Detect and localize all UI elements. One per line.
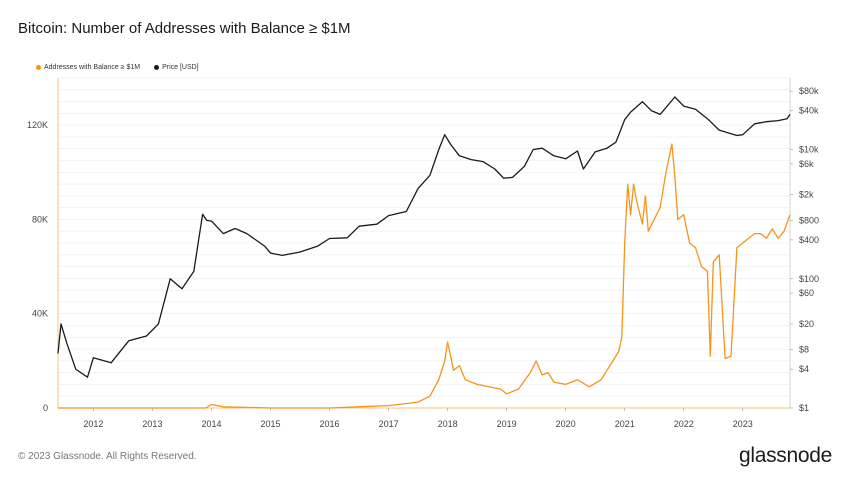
y-left-tick-label: 120K bbox=[27, 120, 48, 130]
y-right-tick-label: $8 bbox=[799, 345, 809, 355]
y-left-tick-label: 80K bbox=[32, 214, 48, 224]
glassnode-logo: glassnode bbox=[738, 444, 832, 467]
x-tick-label: 2012 bbox=[83, 419, 103, 429]
x-tick-label: 2020 bbox=[556, 419, 576, 429]
legend: Addresses with Balance ≥ $1M Price [USD] bbox=[36, 64, 199, 71]
y-right-tick-label: $100 bbox=[799, 274, 819, 284]
x-tick-label: 2018 bbox=[438, 419, 458, 429]
y-right-tick-label: $10k bbox=[799, 145, 819, 155]
legend-dot-price bbox=[154, 65, 160, 70]
x-tick-label: 2015 bbox=[261, 419, 281, 429]
y-right-tick-label: $6k bbox=[799, 159, 814, 169]
x-tick-label: 2022 bbox=[674, 419, 694, 429]
y-right-tick-label: $800 bbox=[799, 215, 819, 225]
y-right-tick-label: $60 bbox=[799, 288, 814, 298]
x-tick-label: 2023 bbox=[733, 419, 753, 429]
x-tick-label: 2013 bbox=[142, 419, 162, 429]
series-line-price bbox=[57, 96, 791, 378]
x-tick-label: 2016 bbox=[320, 419, 340, 429]
legend-item-addresses[interactable]: Addresses with Balance ≥ $1M bbox=[36, 64, 140, 71]
legend-label-addresses: Addresses with Balance ≥ $1M bbox=[44, 64, 141, 71]
chart-title: Bitcoin: Number of Addresses with Balanc… bbox=[18, 20, 351, 37]
y-left-tick-label: 40K bbox=[32, 309, 48, 319]
series-line-addresses bbox=[58, 143, 791, 409]
y-right-tick-label: $80k bbox=[799, 86, 819, 96]
y-right-tick-label: $1 bbox=[799, 403, 809, 413]
x-tick-label: 2017 bbox=[379, 419, 399, 429]
legend-item-price[interactable]: Price [USD] bbox=[154, 64, 199, 71]
y-right-tick-label: $2k bbox=[799, 190, 814, 200]
y-right-tick-label: $400 bbox=[799, 235, 819, 245]
x-tick-label: 2021 bbox=[615, 419, 635, 429]
y-left-tick-label: 0 bbox=[43, 403, 48, 413]
x-tick-label: 2019 bbox=[497, 419, 517, 429]
legend-label-price: Price [USD] bbox=[162, 64, 199, 71]
y-right-tick-label: $4 bbox=[799, 364, 809, 374]
legend-dot-addresses bbox=[36, 65, 41, 70]
copyright-footer: © 2023 Glassnode. All Rights Reserved. bbox=[18, 451, 197, 462]
x-tick-label: 2014 bbox=[201, 419, 221, 429]
y-right-tick-label: $20 bbox=[799, 319, 814, 329]
y-right-tick-label: $40k bbox=[799, 106, 819, 116]
